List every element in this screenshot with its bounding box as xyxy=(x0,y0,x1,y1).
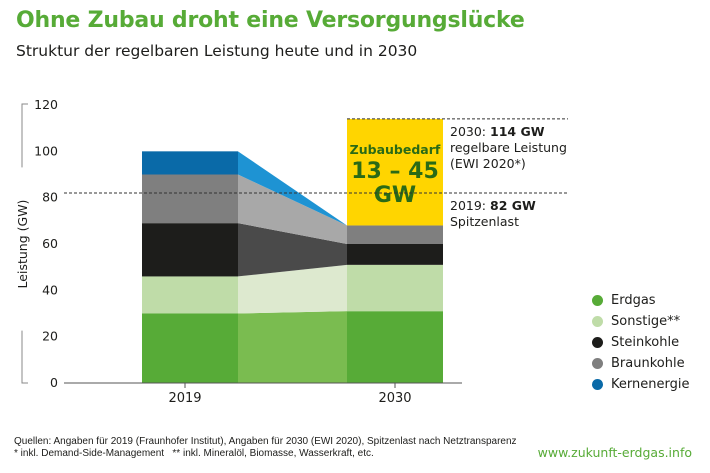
legend-item-steinkohle: Steinkohle xyxy=(592,332,689,353)
reference-desc: Spitzenlast xyxy=(450,214,519,229)
transition-erdgas xyxy=(238,311,347,383)
y-tick-label: 60 xyxy=(42,236,58,251)
transition-steinkohle xyxy=(238,223,347,277)
legend-label: Kernenergie xyxy=(611,377,690,392)
legend-label: Steinkohle xyxy=(611,335,680,350)
gap-box xyxy=(347,118,443,226)
transition-braunkohle xyxy=(238,174,347,244)
y-tick-label: 20 xyxy=(42,329,58,344)
gap-unit: GW xyxy=(374,183,416,208)
y-tick-label: 80 xyxy=(42,190,58,205)
bar-segment-erdgas-2019 xyxy=(142,313,238,383)
y-axis-bracket-top xyxy=(21,103,28,168)
x-tick-label: 2030 xyxy=(378,391,411,406)
legend-label: Erdgas xyxy=(611,293,656,308)
chart-subtitle: Struktur der regelbaren Leistung heute u… xyxy=(16,42,418,60)
gap-range: 13 – 45 xyxy=(351,159,439,184)
y-tick-label: 100 xyxy=(34,143,58,158)
reference-desc: regelbare Leistung xyxy=(450,140,567,155)
y-axis-label: Leistung (GW) xyxy=(15,200,30,289)
bar-segment-braunkohle-2030 xyxy=(347,225,443,244)
y-tick-label: 0 xyxy=(50,375,58,390)
bar-segment-steinkohle-2030 xyxy=(347,244,443,265)
legend-item-braunkohle: Braunkohle xyxy=(592,353,689,374)
footer-notes: Quellen: Angaben für 2019 (Fraunhofer In… xyxy=(14,436,517,460)
bar-segment-sonstige-2030 xyxy=(347,264,443,312)
bar-segment-steinkohle-2019 xyxy=(142,223,238,277)
legend-swatch xyxy=(592,358,603,369)
legend-label: Braunkohle xyxy=(611,356,685,371)
y-axis-bracket-bottom xyxy=(21,330,28,384)
footer-sources: Quellen: Angaben für 2019 (Fraunhofer In… xyxy=(14,436,517,447)
legend-item-sonstige: Sonstige** xyxy=(592,311,689,332)
transition-kernenergie xyxy=(238,151,347,226)
legend-label: Sonstige** xyxy=(611,314,681,329)
chart-title: Ohne Zubau droht eine Versorgungslücke xyxy=(16,8,525,33)
legend-item-kernenergie: Kernenergie xyxy=(592,374,689,395)
bar-segment-kernenergie-2019 xyxy=(142,151,238,175)
reference-label-82: 2019: 82 GW xyxy=(450,198,536,213)
gap-label: Zubaubedarf xyxy=(350,142,441,157)
reference-label-114: 2030: 114 GW xyxy=(450,124,545,139)
axes-group: 0 20 40 60 80 100 120 2019 2030 xyxy=(21,97,462,406)
legend-swatch xyxy=(592,337,603,348)
transition-sonstige xyxy=(238,264,347,314)
legend-swatch xyxy=(592,295,603,306)
bar-segment-erdgas-2030 xyxy=(347,311,443,383)
reference-desc: (EWI 2020*) xyxy=(450,156,526,171)
bar-segment-sonstige-2019 xyxy=(142,276,238,314)
legend: Erdgas Sonstige** Steinkohle Braunkohle … xyxy=(592,290,689,395)
y-tick-label: 120 xyxy=(34,97,58,112)
legend-swatch xyxy=(592,316,603,327)
footer-footnotes: * inkl. Demand-Side-Management ** inkl. … xyxy=(14,448,374,459)
y-tick-label: 40 xyxy=(42,282,58,297)
website-link[interactable]: www.zukunft-erdgas.info xyxy=(537,445,692,460)
legend-swatch xyxy=(592,379,603,390)
bar-segment-braunkohle-2019 xyxy=(142,174,238,224)
legend-item-erdgas: Erdgas xyxy=(592,290,689,311)
x-tick-label: 2019 xyxy=(168,391,201,406)
